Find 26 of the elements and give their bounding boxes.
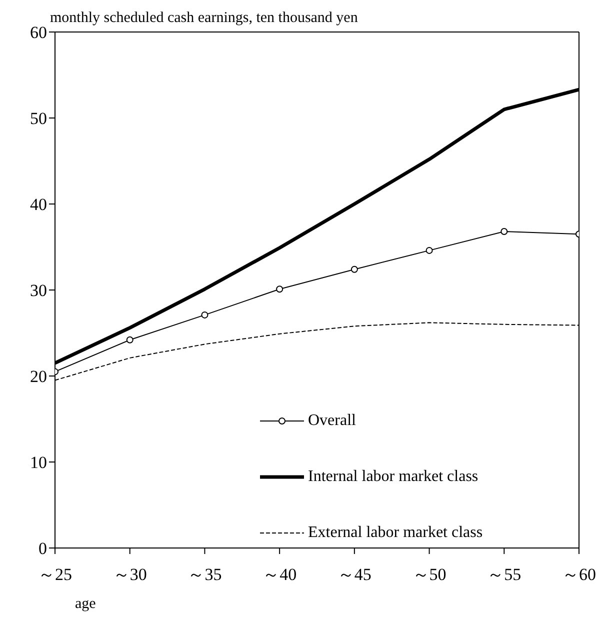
x-tick-label: ～30 <box>112 565 147 584</box>
x-tick-label: ～60 <box>562 565 596 584</box>
x-tick-label: ～40 <box>262 565 297 584</box>
point <box>500 228 508 236</box>
x-tick-label: ～45 <box>337 565 372 584</box>
y-tick-label: 10 <box>30 453 47 472</box>
legend-label: Internal labor market class <box>308 468 478 486</box>
x-tick-label: ～25 <box>38 565 72 584</box>
x-axis-title: age <box>75 596 96 612</box>
y-tick-label: 0 <box>38 539 47 558</box>
point <box>426 246 433 254</box>
y-tick-label: 50 <box>30 109 47 128</box>
point <box>126 336 134 344</box>
y-tick-label: 60 <box>30 23 47 42</box>
y-tick-label: 30 <box>30 281 47 300</box>
point <box>276 286 284 293</box>
point <box>350 266 358 273</box>
x-tick-label: ～35 <box>188 565 222 584</box>
y-tick-label: 40 <box>30 195 47 214</box>
x-tick-label: ～55 <box>487 565 522 584</box>
y-tick-label: 20 <box>30 367 47 386</box>
x-tick-label: ～50 <box>412 565 446 584</box>
chart-title: monthly scheduled cash earnings, ten thousand yen <box>50 10 358 27</box>
point <box>201 311 208 318</box>
legend-label: Overall <box>308 412 356 430</box>
legend-label: External labor market class <box>308 524 483 542</box>
